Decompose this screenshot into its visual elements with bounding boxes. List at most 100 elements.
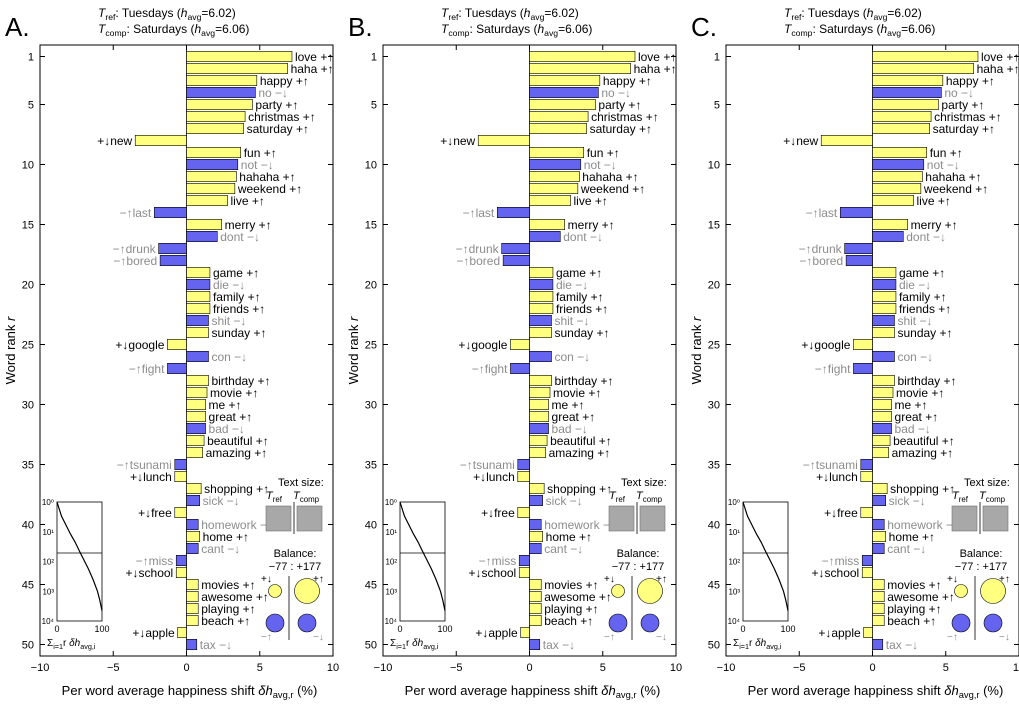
bar-label-awesome: awesome +↑	[201, 590, 269, 604]
y-tick-label: 20	[22, 280, 34, 292]
y-tick-label: 1	[28, 52, 34, 64]
bar-label-saturday: saturday +↑	[933, 122, 995, 136]
bar-new	[134, 135, 187, 147]
bar-school	[175, 566, 187, 578]
balance-value: −77 : +177	[612, 561, 665, 573]
bar-dont	[872, 231, 904, 243]
inset-y-tick-label: 10³	[728, 587, 740, 596]
bar-label-shopping: shopping +↑	[890, 482, 955, 496]
bar-label-con: con −↓	[554, 350, 590, 364]
bar-label-not: not −↓	[584, 158, 617, 172]
bar-home	[529, 530, 543, 542]
bar-playing	[529, 602, 542, 614]
bar-happy	[872, 75, 944, 87]
tref-label: Tref	[952, 490, 969, 504]
bar-label-lunch: +↓lunch	[816, 470, 858, 484]
x-tick-label: −10	[31, 662, 50, 674]
bar-beautiful	[186, 434, 205, 446]
balance-label: Balance:	[617, 548, 660, 560]
bar-playing	[186, 602, 199, 614]
balance-label: Balance:	[960, 548, 1003, 560]
bar-cant	[529, 542, 542, 554]
bar-movies	[872, 578, 885, 590]
bar-bad	[872, 422, 892, 434]
bar-label-friends: friends +↑	[899, 302, 951, 316]
header-comp-text: Tcomp: Saturdays (havg=6.06)	[98, 22, 249, 38]
y-tick-label: 20	[708, 280, 720, 292]
inset-y-tick-label: 10⁰	[728, 498, 740, 507]
x-tick-label: 0	[526, 662, 532, 674]
y-tick-label: 35	[708, 460, 720, 472]
bar-label-sunday: sunday +↑	[554, 326, 609, 340]
bar-label-hahaha: hahaha +↑	[582, 170, 638, 184]
bar-label-no: no −↓	[258, 86, 288, 100]
bar-label-free: +↓free	[481, 506, 515, 520]
bar-school	[861, 566, 873, 578]
y-axis-label: Word rank r	[346, 316, 361, 384]
bar-tsunami	[860, 458, 873, 470]
bar-label-weekend: weekend +↑	[923, 182, 988, 196]
bar-not	[186, 159, 239, 171]
bar-bored	[845, 255, 873, 267]
bar-label-tax: tax −↓	[543, 638, 575, 652]
bar-tax	[186, 638, 198, 650]
bar-friends	[186, 302, 211, 314]
bar-label-not: not −↓	[927, 158, 960, 172]
bar-con	[186, 350, 209, 362]
inset-y-tick-label: 10¹	[42, 528, 54, 537]
text-size-label: Text size:	[278, 477, 324, 489]
bar-christmas	[186, 111, 246, 123]
x-tick-label: 5	[600, 662, 606, 674]
bar-label-game: game +↑	[556, 266, 602, 280]
bar-google	[853, 338, 873, 350]
bar-label-merry: merry +↑	[911, 218, 958, 232]
bar-birthday	[872, 374, 895, 386]
bar-sunday	[872, 326, 895, 338]
bar-label-tax: tax −↓	[886, 638, 918, 652]
bar-label-homework: homework −↓	[887, 518, 959, 532]
tcomp-label: Tcomp	[293, 490, 320, 504]
bar-label-happy: happy +↑	[260, 74, 309, 88]
y-tick-label: 5	[714, 100, 720, 112]
bar-label-love: love +↑	[638, 50, 676, 64]
balance-plus-down-circle	[611, 584, 625, 598]
text-size-label: Text size:	[964, 477, 1010, 489]
bar-label-christmas: christmas +↑	[248, 110, 316, 124]
y-tick-label: 30	[22, 400, 34, 412]
bar-miss	[175, 554, 187, 566]
bar-birthday	[186, 374, 209, 386]
bar-label-tsunami: −↑tsunami	[460, 458, 515, 472]
bar-label-sunday: sunday +↑	[897, 326, 952, 340]
bar-label-hahaha: hahaha +↑	[925, 170, 981, 184]
y-tick-label: 45	[708, 580, 720, 592]
bar-label-awesome: awesome +↑	[544, 590, 612, 604]
bar-awesome	[186, 590, 199, 602]
bar-bored	[159, 255, 187, 267]
balance-plus-down-circle	[954, 584, 968, 598]
bar-drunk	[844, 243, 873, 255]
bar-label-game: game +↑	[213, 266, 259, 280]
bar-label-apple: +↓apple	[818, 626, 861, 640]
header-ref-text: Tref: Tuesdays (havg=6.02)	[441, 6, 579, 22]
balance-plus-up-circle	[637, 578, 663, 604]
bar-label-christmas: christmas +↑	[934, 110, 1002, 124]
bar-movie	[529, 386, 551, 398]
y-tick-label: 50	[365, 640, 377, 652]
inset-x-tick-label: 0	[397, 624, 402, 634]
bar-label-lunch: +↓lunch	[473, 470, 515, 484]
bar-label-bad: bad −↓	[895, 422, 931, 436]
bar-label-fight: −↑fight	[815, 362, 851, 376]
bar-apple	[863, 626, 873, 638]
bar-not	[529, 159, 582, 171]
y-tick-label: 10	[708, 160, 720, 172]
bar-fun	[872, 147, 928, 159]
balance-label: Balance:	[274, 548, 317, 560]
x-tick-label: 10	[1013, 662, 1019, 674]
bar-shit	[872, 314, 895, 326]
bar-merry	[186, 219, 222, 231]
bar-dont	[529, 231, 561, 243]
bar-christmas	[872, 111, 932, 123]
bar-label-no: no −↓	[944, 86, 974, 100]
bar-me	[872, 398, 892, 410]
bar-hahaha	[186, 171, 237, 183]
